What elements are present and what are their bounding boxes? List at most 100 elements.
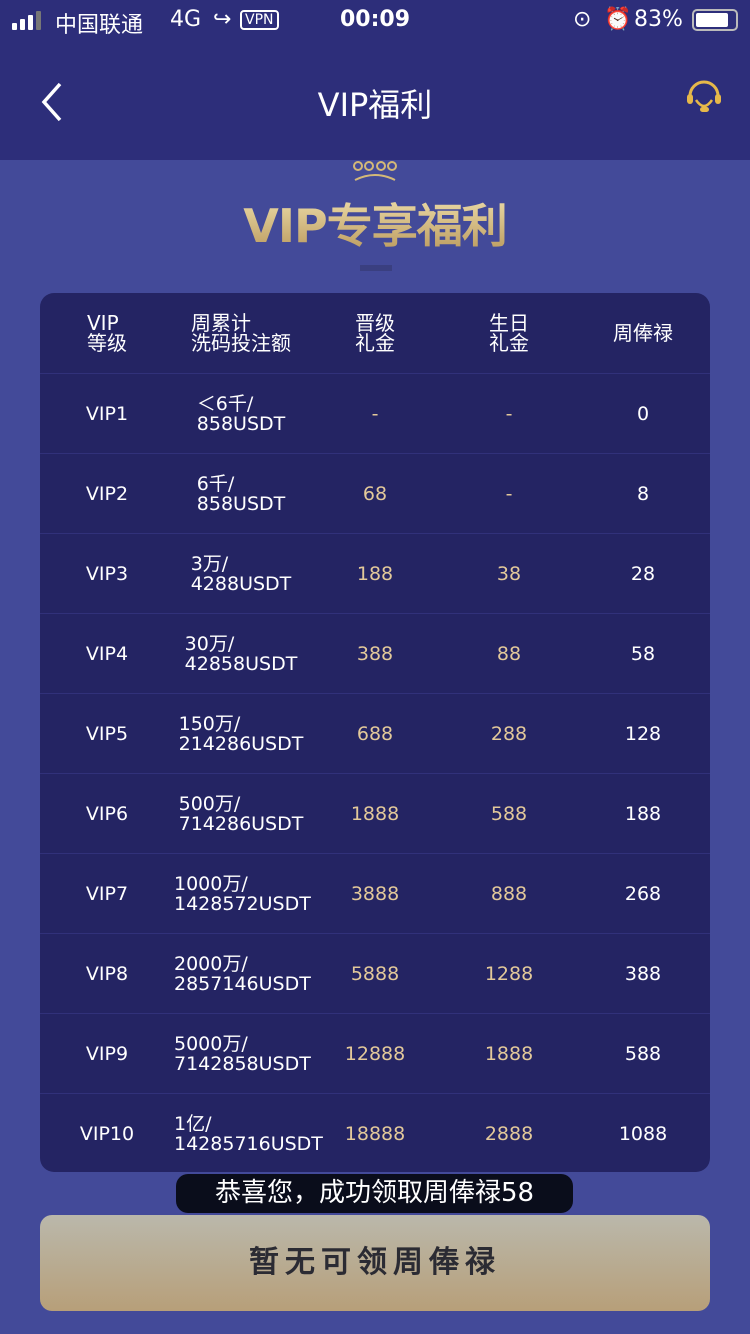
- cell-text: 5888: [350, 962, 400, 985]
- table-cell: 150万/ 214286USDT: [174, 714, 308, 754]
- table-cell: 588: [442, 804, 576, 824]
- vip-table: VIP 等级 周累计 洗码投注额 晋级 礼金 生日 礼金 周俸禄 VIP1 ＜6千/ 858…: [40, 293, 710, 1172]
- table-cell: 128: [576, 724, 710, 744]
- table-cell: 18888: [308, 1124, 442, 1144]
- table-cell: 1亿/ 14285716USDT: [174, 1114, 323, 1154]
- table-row: VIP7 1000万/ 1428572USDT 3888 888 268: [40, 853, 710, 933]
- table-cell: 2000万/ 2857146USDT: [174, 952, 311, 995]
- table-cell: 688: [308, 724, 442, 744]
- cell-text: 688: [356, 722, 394, 745]
- table-cell: 5888: [308, 964, 442, 984]
- table-cell: 38: [442, 564, 576, 584]
- cell-text: VIP6: [85, 802, 129, 825]
- table-cell: 500万/ 714286USDT: [174, 794, 308, 834]
- table-row: VIP3 3万/ 4288USDT 188 38 28: [40, 533, 710, 613]
- cell-text: 888: [490, 882, 528, 905]
- vpn-badge: VPN: [240, 10, 279, 30]
- table-cell: -: [308, 404, 442, 424]
- page-title: VIP福利: [317, 86, 433, 124]
- cell-text: 1888: [350, 802, 400, 825]
- table-cell: 888: [442, 884, 576, 904]
- table-row: VIP9 5000万/ 7142858USDT 12888 1888 588: [40, 1013, 710, 1093]
- table-row: VIP5 150万/ 214286USDT 688 288 128: [40, 693, 710, 773]
- call-forward-icon: ↪: [213, 7, 232, 32]
- table-cell: 188: [576, 804, 710, 824]
- table-cell: VIP5: [40, 724, 174, 744]
- cell-text: 晋级 礼金: [355, 311, 395, 355]
- table-cell: 1000万/ 1428572USDT: [174, 872, 311, 915]
- network: 4G: [170, 7, 202, 32]
- cell-text: 3万/ 4288USDT: [190, 552, 292, 595]
- cell-text: 150万/ 214286USDT: [178, 712, 304, 755]
- table-cell: 6千/ 858USDT: [174, 474, 308, 514]
- table-cell: 388: [576, 964, 710, 984]
- table-cell: 28: [576, 564, 710, 584]
- table-cell: 588: [576, 1044, 710, 1064]
- cell-text: 388: [624, 962, 662, 985]
- headset-icon[interactable]: [684, 76, 724, 116]
- cell-text: 周累计 洗码投注额: [191, 311, 291, 355]
- column-header: 晋级 礼金: [308, 313, 442, 353]
- cell-text: 1288: [484, 962, 534, 985]
- table-header: VIP 等级 周累计 洗码投注额 晋级 礼金 生日 礼金 周俸禄: [40, 293, 710, 373]
- crown-icon: [353, 161, 397, 181]
- cell-text: VIP1: [85, 402, 129, 425]
- table-cell: 288: [442, 724, 576, 744]
- cell-text: VIP5: [85, 722, 129, 745]
- table-row: VIP4 30万/ 42858USDT 388 88 58: [40, 613, 710, 693]
- signal-icon: [12, 11, 41, 30]
- cell-text: 0: [636, 402, 650, 425]
- table-cell: 3万/ 4288USDT: [174, 554, 308, 594]
- table-cell: 2888: [442, 1124, 576, 1144]
- table-row: VIP8 2000万/ 2857146USDT 5888 1288 388: [40, 933, 710, 1013]
- table-cell: VIP8: [40, 964, 174, 984]
- cell-text: VIP7: [85, 882, 129, 905]
- battery-percent: 83%: [634, 7, 683, 32]
- table-row: VIP2 6千/ 858USDT 68 - 8: [40, 453, 710, 533]
- chevron-left-icon[interactable]: [40, 82, 64, 122]
- toast-message: 恭喜您，成功领取周俸禄58: [176, 1174, 573, 1213]
- table-cell: VIP10: [40, 1124, 174, 1144]
- cell-text: 1888: [484, 1042, 534, 1065]
- claim-salary-button[interactable]: 暂无可领周俸禄: [40, 1215, 710, 1311]
- table-cell: 0: [576, 404, 710, 424]
- time: 00:09: [340, 7, 411, 32]
- column-header: 周俸禄: [576, 323, 710, 343]
- cell-text: 生日 礼金: [489, 311, 529, 355]
- table-cell: 1888: [442, 1044, 576, 1064]
- cell-text: 3888: [350, 882, 400, 905]
- table-cell: 188: [308, 564, 442, 584]
- cell-text: 188: [624, 802, 662, 825]
- table-row: VIP1 ＜6千/ 858USDT - - 0: [40, 373, 710, 453]
- cell-text: -: [505, 482, 513, 505]
- cell-text: VIP8: [85, 962, 129, 985]
- cell-text: 500万/ 714286USDT: [178, 792, 304, 835]
- table-cell: 88: [442, 644, 576, 664]
- alarm-icon: ⏰: [604, 7, 632, 32]
- table-cell: VIP7: [40, 884, 174, 904]
- cell-text: VIP3: [85, 562, 129, 585]
- banner-title: VIP专享福利: [0, 190, 750, 256]
- cell-text: 68: [362, 482, 388, 505]
- table-row: VIP6 500万/ 714286USDT 1888 588 188: [40, 773, 710, 853]
- cell-text: 30万/ 42858USDT: [184, 632, 298, 675]
- cell-text: 5000万/ 7142858USDT: [174, 1032, 311, 1075]
- cell-text: 2000万/ 2857146USDT: [174, 952, 311, 995]
- cell-text: -: [505, 402, 513, 425]
- table-cell: 1888: [308, 804, 442, 824]
- table-cell: VIP4: [40, 644, 174, 664]
- table-cell: 3888: [308, 884, 442, 904]
- vip-banner: VIP专享福利: [0, 160, 750, 256]
- table-cell: VIP1: [40, 404, 174, 424]
- cell-text: 188: [356, 562, 394, 585]
- table-cell: VIP2: [40, 484, 174, 504]
- cell-text: 12888: [344, 1042, 406, 1065]
- column-header: 生日 礼金: [442, 313, 576, 353]
- cell-text: ＜6千/ 858USDT: [196, 392, 286, 435]
- cell-text: 88: [496, 642, 522, 665]
- cell-text: -: [371, 402, 379, 425]
- carrier: 中国联通: [55, 13, 144, 38]
- table-cell: 12888: [308, 1044, 442, 1064]
- cell-text: VIP9: [85, 1042, 129, 1065]
- cell-text: 1000万/ 1428572USDT: [174, 872, 311, 915]
